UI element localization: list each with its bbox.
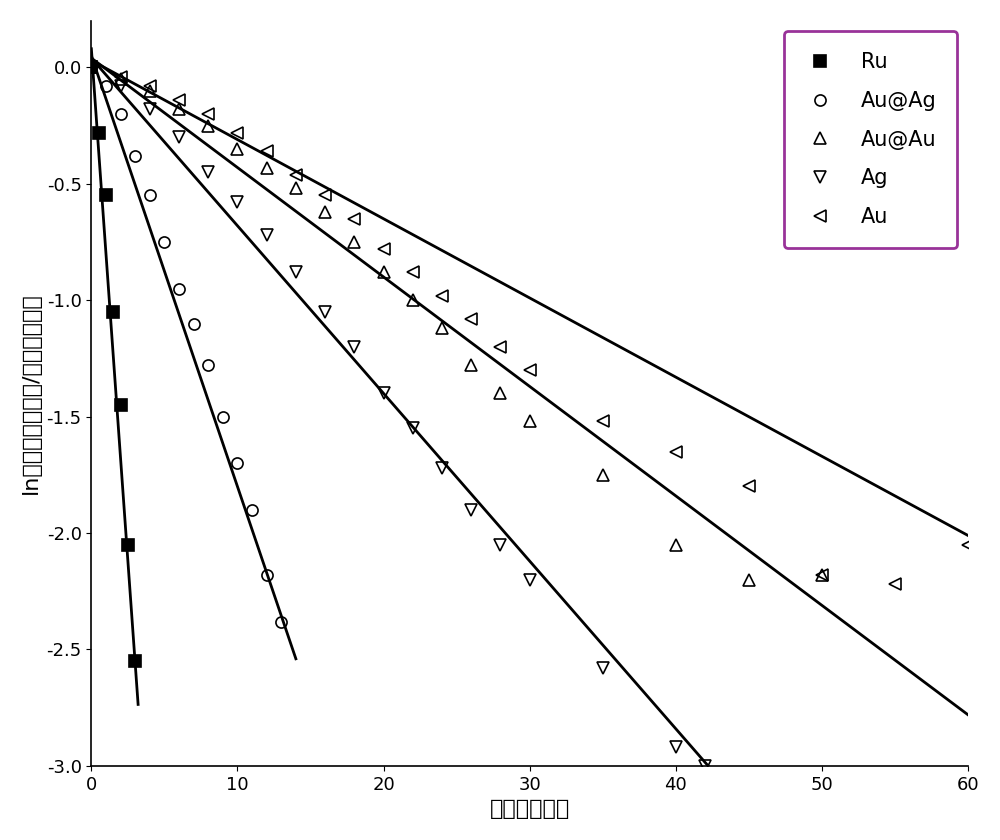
Ru [122,539,134,549]
Au [962,539,974,549]
Ag [465,505,477,515]
Au@Ag [202,360,214,370]
Au [494,342,506,352]
Au@Ag [173,284,185,294]
Au [115,71,127,81]
Au@Ag [261,570,273,580]
Au [85,62,97,72]
Au@Ag [275,617,287,627]
Au@Au [597,470,609,480]
Line: Ag: Ag [85,61,711,772]
Line: Au: Au [85,61,974,591]
Au [816,570,828,580]
Ag [261,230,273,240]
Au@Ag [231,458,243,468]
Au@Au [348,237,360,247]
Ag [290,267,302,277]
Au@Ag [144,191,156,201]
Ag [494,539,506,549]
Ag [378,388,390,398]
Au@Au [743,575,755,585]
Ag [407,423,419,433]
Au@Au [144,86,156,96]
Au@Au [319,207,331,217]
Au@Au [494,388,506,398]
Ag [173,132,185,142]
Au@Ag [246,505,258,515]
Au@Ag [100,81,112,91]
Ru [107,307,119,317]
Au [407,267,419,277]
Ag [436,463,448,473]
Au@Au [261,162,273,172]
Line: Au@Ag: Au@Ag [86,62,287,627]
Au [261,146,273,156]
Au@Ag [115,109,127,119]
Au@Ag [158,237,170,247]
Au [348,213,360,223]
Au@Au [231,144,243,154]
Au [202,109,214,119]
Au@Au [436,323,448,333]
Ru [129,656,141,666]
Ag [85,62,97,72]
Au [889,580,901,590]
Au [670,447,682,457]
Au@Ag [188,318,200,328]
Au [319,191,331,201]
Ru [85,62,97,72]
Legend: Ru, Au@Ag, Au@Au, Ag, Au: Ru, Au@Ag, Au@Au, Ag, Au [784,31,957,248]
Line: Au@Au: Au@Au [85,61,828,585]
Ag [319,307,331,317]
Ag [202,167,214,177]
Ru [93,128,105,138]
Y-axis label: ln（某时刻吸光度/初始吸光度）: ln（某时刻吸光度/初始吸光度） [21,292,41,494]
Au@Au [173,104,185,114]
Au [173,95,185,105]
Au@Au [465,360,477,370]
Au [597,417,609,427]
Au@Ag [129,151,141,161]
Au [290,170,302,180]
Au@Au [85,62,97,72]
Line: Ru: Ru [86,62,141,667]
Ag [348,342,360,352]
Ag [699,761,711,771]
Ag [115,81,127,91]
Ru [100,191,112,201]
Ag [144,104,156,114]
Au [743,481,755,491]
Au [231,128,243,138]
Au@Au [202,121,214,131]
Au [378,244,390,254]
X-axis label: 时间（分钟）: 时间（分钟） [489,799,570,819]
Au@Au [670,539,682,549]
Ag [524,575,536,585]
Au [144,81,156,91]
Au [524,365,536,375]
Au@Au [290,183,302,193]
Au@Ag [217,412,229,422]
Au@Au [115,74,127,84]
Au@Ag [85,62,97,72]
Ag [231,197,243,207]
Au@Au [524,417,536,427]
Au@Au [816,570,828,580]
Au [465,314,477,324]
Ru [115,400,127,410]
Au@Au [407,295,419,305]
Au@Au [378,267,390,277]
Au [436,291,448,301]
Ag [670,743,682,753]
Ag [597,663,609,673]
